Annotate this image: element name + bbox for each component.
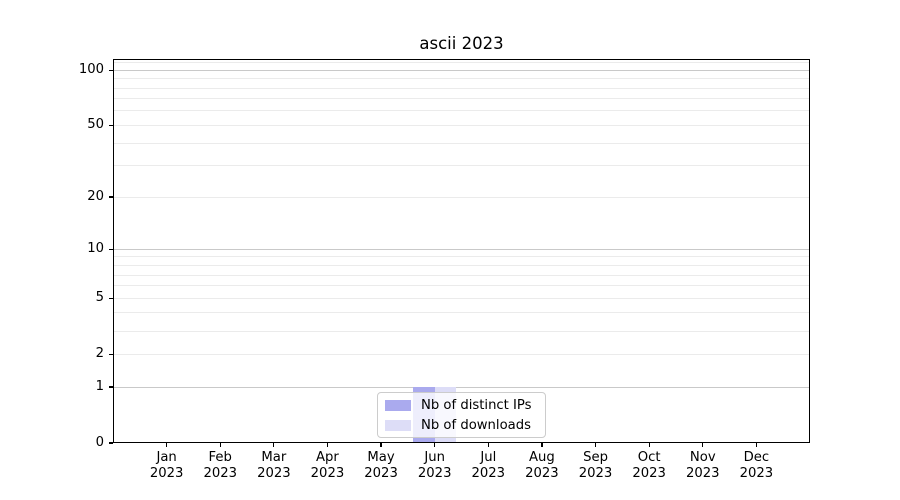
xtick-mark-may-2023 [380,443,382,447]
xtick-label-mar-2023: Mar 2023 [257,450,291,481]
ytick-mark-20 [109,196,113,198]
xtick-label-aug-2023: Aug 2023 [525,450,559,481]
legend-label-downloads: Nb of downloads [421,417,531,433]
gridline-minor-3 [113,330,810,332]
ytick-label-10: 10 [87,241,104,257]
ytick-label-0: 0 [95,435,104,450]
legend-swatch-downloads [385,419,411,431]
ytick-mark-2 [109,353,113,355]
ytick-mark-5 [109,297,113,299]
ytick-label-1: 1 [95,379,104,394]
plot-area [113,59,810,443]
gridline-minor-9 [113,256,810,258]
plot-spine-top [113,59,810,61]
ytick-mark-0 [109,442,113,444]
ytick-label-100: 100 [78,62,104,78]
xtick-label-oct-2023: Oct 2023 [632,450,666,481]
xtick-mark-feb-2023 [219,443,221,447]
legend-item-downloads: Nb of downloads [385,415,545,435]
xtick-mark-aug-2023 [541,443,543,447]
gridline-minor-80 [113,87,810,89]
legend-swatch-distinct-ips [385,399,411,411]
legend: Nb of distinct IPs Nb of downloads [377,392,546,438]
xtick-mark-jun-2023 [434,443,436,447]
xtick-mark-jan-2023 [166,443,168,447]
xtick-label-dec-2023: Dec 2023 [739,450,774,481]
xtick-label-apr-2023: Apr 2023 [310,450,345,481]
gridline-minor-30 [113,165,810,167]
plot-spine-bottom [113,441,810,443]
xtick-mark-dec-2023 [755,443,757,447]
gridline-minor-8 [113,265,810,266]
gridline-minor-20 [113,196,810,198]
xtick-label-jun-2023: Jun 2023 [417,450,452,481]
plot-spine-left [113,59,115,443]
gridline-minor-7 [113,274,810,276]
xtick-label-jan-2023: Jan 2023 [149,450,184,481]
ytick-label-50: 50 [87,117,104,133]
plot-spine-right [808,59,810,443]
gridline-major-1 [113,386,810,388]
ytick-label-5: 5 [95,290,104,306]
gridline-minor-5 [113,297,810,299]
xtick-mark-jul-2023 [487,443,489,447]
legend-label-distinct-ips: Nb of distinct IPs [421,397,532,413]
xtick-mark-apr-2023 [326,443,329,447]
xtick-mark-oct-2023 [648,443,650,447]
xtick-label-may-2023: May 2023 [364,450,398,481]
xtick-label-feb-2023: Feb 2023 [203,450,237,481]
legend-item-distinct-ips: Nb of distinct IPs [385,395,545,415]
ytick-mark-1 [109,386,113,388]
ytick-mark-10 [109,248,113,250]
ytick-label-20: 20 [87,189,104,205]
gridline-minor-110 [113,62,810,64]
gridline-major-10 [113,248,810,250]
ytick-mark-50 [109,124,113,126]
gridline-minor-70 [113,98,810,100]
xtick-label-jul-2023: Jul 2023 [471,450,506,481]
chart-title: ascii 2023 [419,34,504,53]
xtick-label-nov-2023: Nov 2023 [685,450,720,481]
gridline-minor-40 [113,142,810,144]
gridline-minor-6 [113,285,810,287]
gridline-minor-2 [113,353,810,355]
gridline-minor-4 [113,312,810,314]
xtick-mark-sep-2023 [594,443,597,447]
gridline-major-100 [113,69,810,71]
gridline-minor-50 [113,124,810,126]
gridline-minor-60 [113,110,810,112]
gridline-minor-90 [113,78,810,80]
xtick-mark-mar-2023 [273,443,275,447]
xtick-label-sep-2023: Sep 2023 [578,450,613,481]
ytick-mark-100 [109,69,113,71]
ytick-label-2: 2 [95,346,104,362]
xtick-mark-nov-2023 [702,443,704,447]
